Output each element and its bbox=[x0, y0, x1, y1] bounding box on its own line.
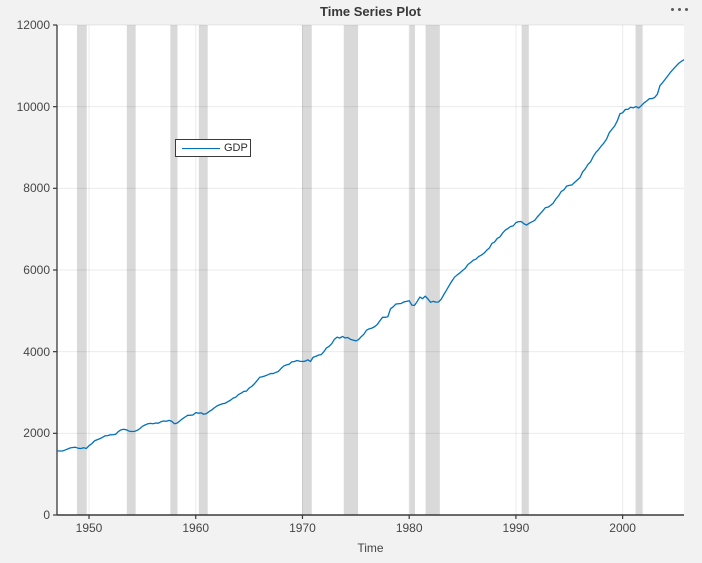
recession-band bbox=[170, 25, 178, 515]
recession-band bbox=[76, 25, 87, 515]
ellipsis-icon bbox=[671, 8, 674, 11]
y-tick-label: 10000 bbox=[16, 99, 50, 114]
recession-band bbox=[126, 25, 136, 515]
x-tick-label: 1990 bbox=[502, 521, 530, 535]
recession-band bbox=[409, 25, 415, 515]
chart-title: Time Series Plot bbox=[320, 4, 421, 19]
axes-toolbar-button[interactable] bbox=[669, 4, 690, 15]
plot-area[interactable] bbox=[57, 25, 684, 515]
y-tick-label: 0 bbox=[43, 508, 50, 522]
y-tick-label: 4000 bbox=[23, 344, 50, 359]
x-tick-label: 2000 bbox=[609, 521, 636, 535]
x-tick-label: 1970 bbox=[289, 521, 316, 535]
ellipsis-icon bbox=[685, 8, 688, 11]
y-tick-label: 12000 bbox=[16, 18, 50, 32]
recession-band bbox=[425, 25, 440, 515]
recession-band bbox=[343, 25, 359, 515]
recession-band bbox=[521, 25, 529, 515]
y-tick-label: 6000 bbox=[23, 263, 50, 277]
x-tick-label: 1950 bbox=[75, 521, 103, 535]
y-tick-label: 2000 bbox=[23, 426, 50, 441]
ellipsis-icon bbox=[678, 8, 681, 11]
x-axis-label: Time bbox=[357, 541, 384, 555]
recession-band bbox=[302, 25, 312, 515]
x-tick-label: 1980 bbox=[395, 521, 423, 535]
legend-box[interactable]: GDP bbox=[175, 139, 251, 157]
x-tick-label: 1960 bbox=[182, 521, 210, 535]
y-tick-label: 8000 bbox=[23, 181, 50, 196]
legend-line-sample bbox=[182, 147, 220, 149]
recession-band bbox=[635, 25, 643, 515]
series-line-gdp bbox=[56, 59, 685, 452]
legend-entry-label: GDP bbox=[224, 142, 248, 154]
recession-band bbox=[198, 25, 208, 515]
